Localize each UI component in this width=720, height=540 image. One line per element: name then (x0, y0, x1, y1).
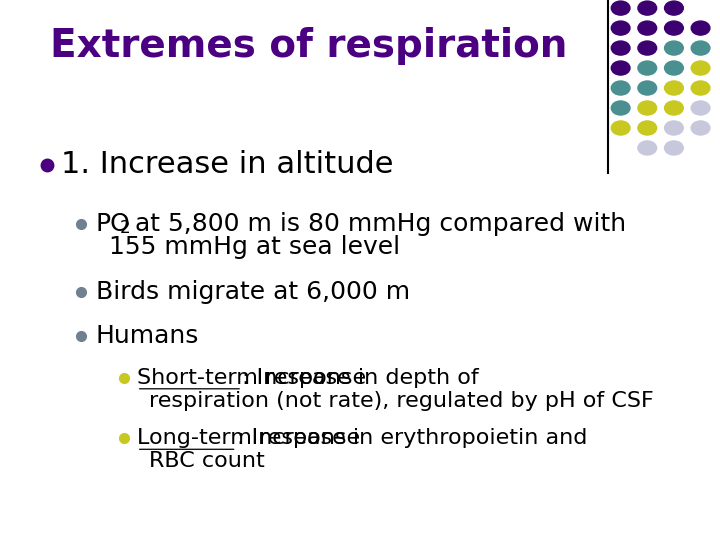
Circle shape (691, 41, 710, 55)
Circle shape (691, 61, 710, 75)
Circle shape (665, 41, 683, 55)
Circle shape (665, 141, 683, 155)
Circle shape (611, 81, 630, 95)
Text: Short-term response: Short-term response (137, 368, 366, 388)
Circle shape (611, 121, 630, 135)
Circle shape (638, 1, 657, 15)
Circle shape (611, 21, 630, 35)
Circle shape (665, 121, 683, 135)
Text: respiration (not rate), regulated by pH of CSF: respiration (not rate), regulated by pH … (149, 390, 654, 411)
Circle shape (638, 61, 657, 75)
Text: 2: 2 (120, 219, 131, 237)
Circle shape (638, 41, 657, 55)
Circle shape (611, 41, 630, 55)
Text: : Increase in depth of: : Increase in depth of (242, 368, 479, 388)
Circle shape (665, 81, 683, 95)
Text: Extremes of respiration: Extremes of respiration (50, 27, 568, 65)
Circle shape (691, 21, 710, 35)
Circle shape (611, 1, 630, 15)
Circle shape (611, 101, 630, 115)
Text: 1. Increase in altitude: 1. Increase in altitude (61, 150, 394, 179)
Text: Humans: Humans (96, 324, 199, 348)
Text: Birds migrate at 6,000 m: Birds migrate at 6,000 m (96, 280, 410, 303)
Circle shape (691, 101, 710, 115)
Circle shape (638, 141, 657, 155)
Circle shape (691, 81, 710, 95)
Circle shape (638, 101, 657, 115)
Text: Long-term response: Long-term response (137, 428, 360, 449)
Text: 155 mmHg at sea level: 155 mmHg at sea level (109, 235, 400, 259)
Circle shape (665, 101, 683, 115)
Text: PO: PO (96, 212, 130, 236)
Text: RBC count: RBC count (149, 451, 265, 471)
Circle shape (638, 21, 657, 35)
Circle shape (611, 61, 630, 75)
Circle shape (665, 1, 683, 15)
Circle shape (665, 21, 683, 35)
Circle shape (665, 61, 683, 75)
Text: at 5,800 m is 80 mmHg compared with: at 5,800 m is 80 mmHg compared with (127, 212, 626, 236)
Circle shape (638, 81, 657, 95)
Text: : Increase in erythropoietin and: : Increase in erythropoietin and (237, 428, 587, 449)
Circle shape (691, 121, 710, 135)
Circle shape (638, 121, 657, 135)
